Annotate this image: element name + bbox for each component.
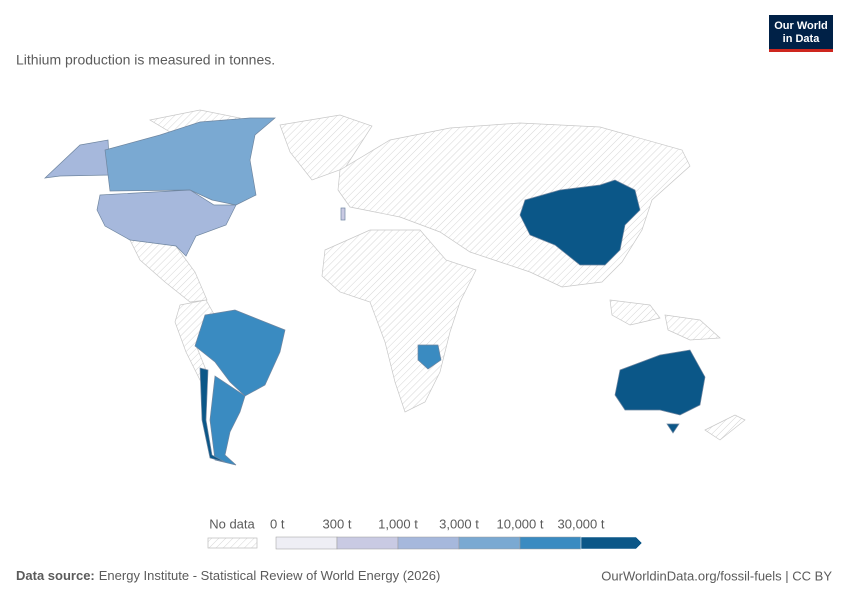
no-data-land [129, 109, 746, 441]
country[interactable] [614, 349, 706, 416]
source: Data source: Energy Institute - Statistic… [16, 568, 440, 583]
countries [43, 117, 706, 466]
legend-swatch [580, 536, 643, 550]
country[interactable] [194, 309, 286, 397]
legend-swatch [519, 536, 582, 550]
logo-bar [769, 49, 833, 52]
country[interactable] [417, 344, 442, 370]
legend-label: 300 t [323, 516, 352, 531]
legend-label: 3,000 t [439, 516, 479, 531]
legend-swatch [275, 536, 338, 550]
logo-text: Our World [774, 20, 828, 32]
link[interactable]: OurWorldinData.org/fossil-fuels | CC BY [601, 568, 832, 583]
legend-label: No data [209, 516, 255, 531]
legend-swatch [397, 536, 460, 550]
country[interactable] [96, 189, 237, 257]
country[interactable] [43, 139, 111, 179]
logo-text: in Data [783, 33, 821, 45]
legend-label: 0 t [270, 516, 285, 531]
country[interactable] [519, 179, 641, 266]
subtitle: Lithium production is measured in tonnes… [16, 52, 275, 68]
legend-swatch [336, 536, 399, 550]
country[interactable] [666, 423, 680, 434]
no-data-swatch [207, 537, 258, 549]
country[interactable] [199, 367, 226, 463]
legend-label: 1,000 t [378, 516, 418, 531]
logo[interactable] [769, 15, 833, 49]
country[interactable] [340, 207, 346, 221]
legend: No data 0 t 300 t 1,000 t 3,000 t 10,000 t 30… [207, 516, 643, 550]
legend-label: 30,000 t [558, 516, 605, 531]
country[interactable] [209, 375, 246, 466]
source-label: Data source: [16, 568, 95, 583]
source-text: Energy Institute - Statistical Review of… [99, 568, 441, 583]
legend-label: 10,000 t [497, 516, 544, 531]
legend-swatch [458, 536, 521, 550]
